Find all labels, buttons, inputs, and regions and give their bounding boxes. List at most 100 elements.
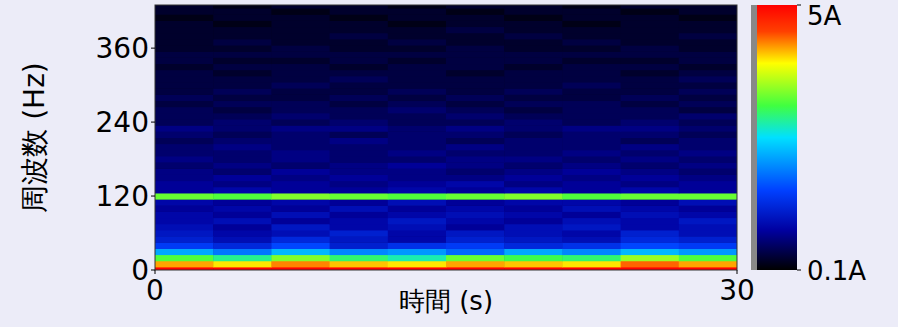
- cell: [213, 131, 272, 138]
- cell: [562, 5, 621, 9]
- y-tick-label: 120: [96, 180, 149, 213]
- cell: [504, 70, 563, 77]
- cell: [388, 107, 447, 114]
- colorbar-tick: [797, 270, 801, 271]
- cell: [562, 236, 621, 243]
- cell: [330, 261, 389, 268]
- cell: [446, 205, 505, 212]
- cell: [155, 242, 214, 249]
- y-tick-label: 240: [96, 106, 149, 139]
- cell: [213, 5, 272, 9]
- cell: [446, 131, 505, 138]
- cell: [446, 242, 505, 249]
- cell: [388, 168, 447, 175]
- cell: [271, 150, 330, 157]
- cell: [271, 39, 330, 46]
- cell: [504, 82, 563, 89]
- cell: [621, 156, 680, 163]
- cell: [621, 101, 680, 108]
- cell: [679, 255, 737, 262]
- cell: [330, 27, 389, 34]
- cell: [679, 27, 737, 34]
- cell: [446, 261, 505, 268]
- cell: [562, 8, 621, 15]
- cell: [155, 76, 214, 83]
- cell: [504, 168, 563, 175]
- cell: [562, 94, 621, 101]
- cell: [562, 45, 621, 52]
- cell: [155, 57, 214, 64]
- cell: [562, 88, 621, 95]
- cell: [679, 156, 737, 163]
- cell: [679, 70, 737, 77]
- cell: [504, 224, 563, 231]
- y-axis-label: 周波数 (Hz): [18, 62, 51, 213]
- colorbar-edge: [751, 5, 757, 270]
- cell: [155, 20, 214, 27]
- cell: [679, 33, 737, 40]
- cell: [562, 261, 621, 268]
- cell: [562, 144, 621, 151]
- cell: [155, 14, 214, 21]
- cell: [330, 64, 389, 71]
- cell: [155, 261, 214, 268]
- cell: [562, 181, 621, 188]
- cell: [213, 20, 272, 27]
- cell: [213, 64, 272, 71]
- colorbar-tick-label: 5A: [807, 1, 842, 31]
- cell: [679, 8, 737, 15]
- cell: [446, 211, 505, 218]
- cell: [621, 205, 680, 212]
- cell: [213, 174, 272, 181]
- cell: [621, 76, 680, 83]
- cell: [446, 76, 505, 83]
- cell: [330, 224, 389, 231]
- cell: [504, 88, 563, 95]
- cell: [679, 218, 737, 225]
- cell: [330, 82, 389, 89]
- cell: [330, 144, 389, 151]
- cell: [271, 181, 330, 188]
- cell: [446, 88, 505, 95]
- y-tick-label: 360: [96, 32, 149, 65]
- cell: [504, 187, 563, 194]
- cell: [271, 14, 330, 21]
- cell: [562, 193, 621, 200]
- cell: [330, 70, 389, 77]
- cell: [388, 131, 447, 138]
- cell: [271, 51, 330, 58]
- cell: [504, 119, 563, 126]
- cell: [155, 199, 214, 206]
- cell: [621, 45, 680, 52]
- cell: [446, 224, 505, 231]
- cell: [271, 82, 330, 89]
- cell: [213, 261, 272, 268]
- cell: [562, 107, 621, 114]
- cell: [271, 107, 330, 114]
- cell: [213, 39, 272, 46]
- cell: [388, 205, 447, 212]
- cell: [388, 187, 447, 194]
- cell: [155, 174, 214, 181]
- cell: [330, 181, 389, 188]
- cell: [388, 156, 447, 163]
- cell: [504, 5, 563, 9]
- cell: [388, 5, 447, 9]
- cell: [271, 5, 330, 9]
- cell: [388, 33, 447, 40]
- cell: [155, 144, 214, 151]
- cell: [621, 187, 680, 194]
- cell: [562, 168, 621, 175]
- cell: [330, 119, 389, 126]
- cell: [621, 174, 680, 181]
- cell: [621, 57, 680, 64]
- cell: [504, 14, 563, 21]
- cell: [504, 162, 563, 169]
- cell: [155, 27, 214, 34]
- cell: [271, 205, 330, 212]
- cell: [155, 88, 214, 95]
- cell: [271, 27, 330, 34]
- cell: [446, 144, 505, 151]
- cell: [330, 205, 389, 212]
- cell: [213, 162, 272, 169]
